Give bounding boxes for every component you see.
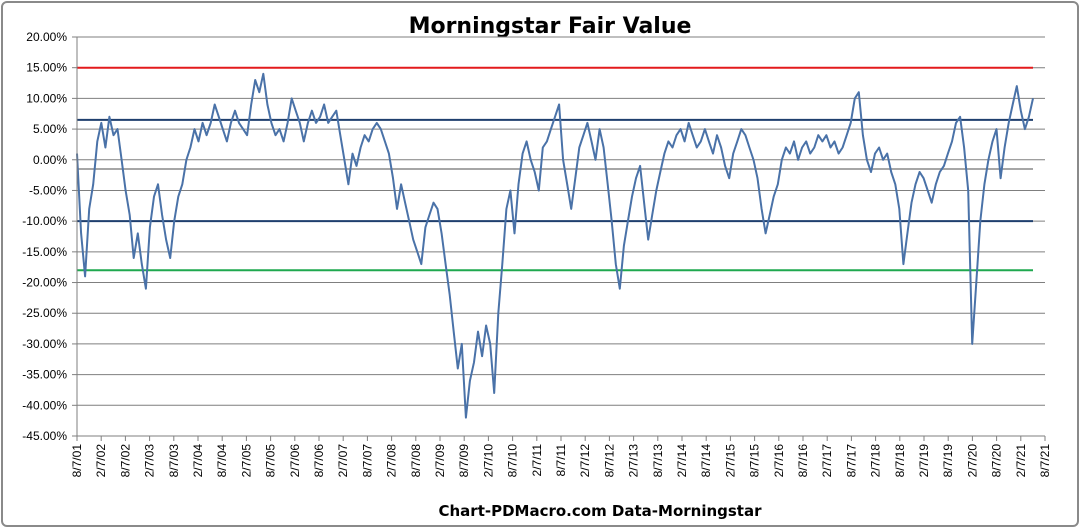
x-tick-label: 2/7/03 [143,444,157,478]
x-tick-label: 8/7/05 [264,444,278,478]
y-tick-label: -30.00% [22,337,67,351]
chart-footer: Chart-PDMacro.com Data-Morningstar [438,502,762,520]
series-line-0 [76,72,1034,419]
x-tick-label: 2/7/10 [481,444,495,478]
x-tick-label: 2/7/15 [723,444,737,478]
x-tick-label: 2/7/19 [917,444,931,478]
axes [72,36,1046,441]
x-tick-label: 2/7/06 [288,444,302,478]
x-tick-label: 8/7/06 [312,444,326,478]
x-tick-label: 8/7/03 [167,444,181,478]
x-tick-label: 8/7/01 [70,444,84,478]
series [76,72,1034,419]
x-tick-label: 2/7/11 [530,444,544,477]
x-tick-label: 8/7/21 [1038,444,1052,478]
x-tick-label: 8/7/17 [844,444,858,478]
y-tick-label: 0.00% [33,153,67,167]
x-tick-label: 2/7/21 [1014,444,1028,478]
y-axis-tick-labels: 20.00% 15.00% 10.00% 5.00% 0.00% -5.00% -10.00… [22,30,67,443]
y-tick-label: 20.00% [26,30,67,44]
x-tick-label: 8/7/08 [409,444,423,478]
reference-lines [77,66,1033,272]
y-tick-label: -10.00% [22,214,67,228]
x-tick-label: 8/7/20 [990,444,1004,478]
x-tick-label: 8/7/18 [893,444,907,478]
y-tick-label: -35.00% [22,368,67,382]
x-tick-label: 8/7/10 [506,444,520,478]
x-tick-label: 8/7/13 [651,444,665,478]
x-tick-label: 8/7/04 [215,444,229,478]
x-tick-label: 8/7/14 [699,444,713,478]
y-tick-label: 5.00% [33,122,67,136]
y-tick-label: -40.00% [22,398,67,412]
x-tick-label: 2/7/07 [336,444,350,478]
x-tick-label: 8/7/07 [360,444,374,478]
y-tick-label: -25.00% [22,306,67,320]
x-tick-label: 8/7/15 [748,444,762,478]
y-tick-label: -45.00% [22,429,67,443]
x-tick-label: 2/7/16 [772,444,786,478]
y-tick-label: 10.00% [26,91,67,105]
x-tick-label: 2/7/04 [191,444,205,478]
x-tick-label: 8/7/19 [941,444,955,478]
y-tick-label: -5.00% [29,183,67,197]
x-tick-label: 2/7/14 [675,444,689,478]
gridlines [77,36,1045,437]
x-tick-label: 2/7/17 [820,444,834,478]
y-tick-label: 15.00% [26,61,67,75]
x-tick-label: 2/7/20 [965,444,979,478]
x-tick-label: 2/7/02 [94,444,108,478]
x-axis-tick-labels: 8/7/01 2/7/02 8/7/02 2/7/03 8/7/03 2/7/04 8/7/… [70,444,1052,478]
x-tick-label: 2/7/05 [239,444,253,478]
x-tick-label: 8/7/16 [796,444,810,478]
x-tick-label: 8/7/12 [602,444,616,478]
chart-title: Morningstar Fair Value [409,14,692,39]
x-tick-label: 8/7/11 [554,444,568,477]
x-tick-label: 2/7/09 [433,444,447,478]
x-tick-label: 2/7/12 [578,444,592,478]
y-tick-label: -15.00% [22,245,67,259]
x-tick-label: 8/7/02 [118,444,132,478]
x-tick-label: 8/7/09 [457,444,471,478]
y-tick-label: -20.00% [22,276,67,290]
x-tick-label: 2/7/13 [627,444,641,478]
x-tick-label: 2/7/08 [385,444,399,478]
x-tick-label: 2/7/18 [869,444,883,478]
